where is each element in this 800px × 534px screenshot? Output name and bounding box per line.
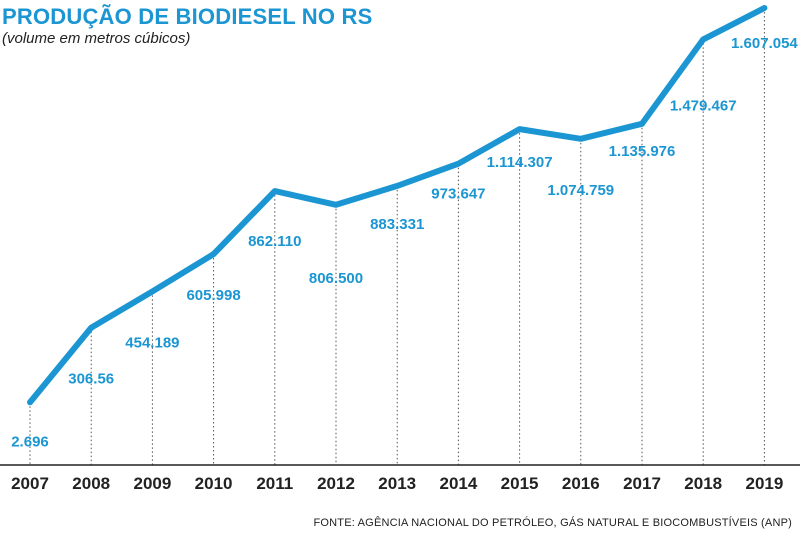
data-label-2013: 883.331: [370, 216, 424, 233]
data-label-2018: 1.479.467: [670, 97, 737, 114]
x-tick-2019: 2019: [745, 474, 783, 493]
data-label-2014: 973.647: [431, 186, 485, 203]
data-label-2016: 1.074.759: [547, 182, 614, 199]
series-line: [27, 5, 768, 406]
data-label-2012: 806.500: [309, 270, 363, 287]
data-label-2017: 1.135.976: [609, 143, 676, 160]
x-tick-2008: 2008: [72, 474, 110, 493]
x-tick-2015: 2015: [501, 474, 539, 493]
x-tick-2016: 2016: [562, 474, 600, 493]
data-label-2011: 862.110: [248, 233, 301, 250]
chart-subtitle: (volume em metros cúbicos): [2, 30, 191, 47]
data-label-2010: 605.998: [186, 287, 240, 304]
x-tick-2011: 2011: [256, 474, 293, 493]
x-tick-2018: 2018: [684, 474, 722, 493]
data-label-2009: 454.189: [125, 334, 179, 351]
vertical-guides: [29, 8, 765, 465]
chart-title: PRODUÇÃO DE BIODIESEL NO RS: [2, 4, 373, 29]
data-label-2008: 306.56: [68, 371, 114, 388]
x-tick-labels: 2007 2008 2009 2010 2011 2012 2013 2014 2015 2016…: [11, 474, 783, 493]
x-tick-2009: 2009: [133, 474, 171, 493]
data-label-2015: 1.114.307: [487, 154, 553, 171]
x-tick-2010: 2010: [195, 474, 233, 493]
data-label-2007: 2.696: [11, 433, 49, 450]
source-note: FONTE: AGÊNCIA NACIONAL DO PETRÓLEO, GÁS…: [313, 517, 792, 529]
x-tick-2012: 2012: [317, 474, 355, 493]
data-label-2019: 1.607.054: [731, 35, 798, 52]
x-tick-2007: 2007: [11, 474, 49, 493]
x-tick-2017: 2017: [623, 474, 661, 493]
data-labels: 2.696 306.56 454.189 605.998 862.110 806.500 8…: [11, 35, 798, 450]
x-tick-2013: 2013: [378, 474, 416, 493]
x-tick-2014: 2014: [439, 474, 477, 493]
